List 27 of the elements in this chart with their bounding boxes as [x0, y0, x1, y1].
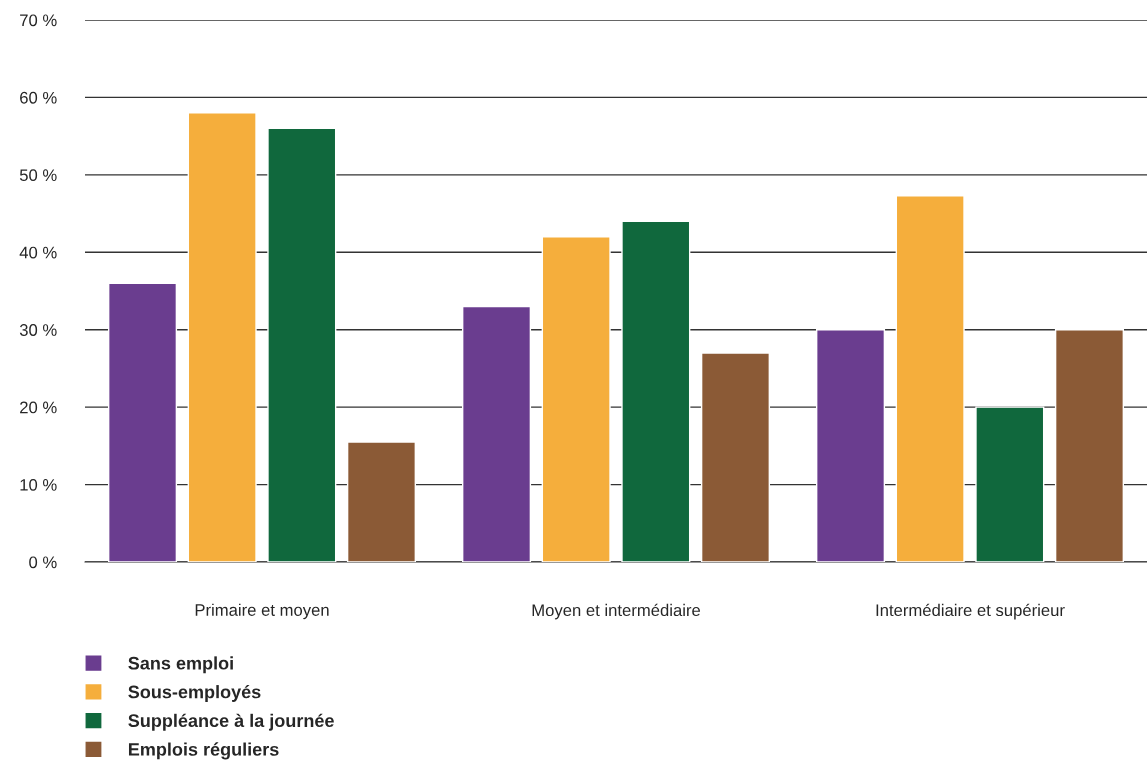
- legend-label: Emplois réguliers: [128, 742, 279, 760]
- bar: [815, 329, 886, 562]
- bar: [346, 441, 417, 562]
- y-tick-label: 60 %: [20, 91, 57, 104]
- x-tick-label: Intermédiaire et supérieur: [876, 603, 1065, 620]
- legend-label: Suppléance à la journée: [128, 713, 334, 731]
- y-tick-label: 0 %: [29, 556, 57, 569]
- y-tick-label: 70 %: [20, 14, 57, 27]
- y-tick-label: 50 %: [19, 169, 57, 182]
- y-tick-label: 30 %: [19, 324, 57, 336]
- bar: [187, 112, 257, 562]
- bar: [1054, 329, 1125, 562]
- bar: [541, 236, 611, 562]
- x-tick-label: Moyen et intermédiaire: [532, 603, 701, 620]
- bar: [700, 352, 771, 562]
- bar: [895, 195, 965, 562]
- y-tick-label: 40 %: [19, 246, 57, 259]
- bar: [975, 406, 1045, 562]
- y-tick-label: 10 %: [20, 478, 57, 491]
- x-tick-label: Primaire et moyen: [195, 603, 329, 620]
- y-tick-label: 20 %: [20, 401, 57, 414]
- bar: [461, 305, 532, 562]
- bar: [267, 127, 337, 562]
- legend-label: Sous-employés: [128, 684, 261, 702]
- legend-label: Sans emploi: [128, 656, 233, 674]
- bar: [107, 282, 178, 562]
- bar: [621, 220, 691, 562]
